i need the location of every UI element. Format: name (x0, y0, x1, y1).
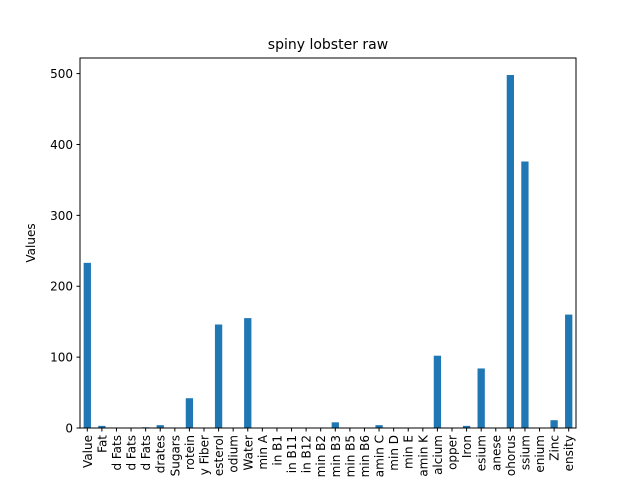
bar (550, 420, 558, 428)
x-axis: Value Fat d Fats d Fats d Fats drates Sugars ro… (81, 428, 576, 477)
x-tick-label: y Fiber (198, 435, 212, 475)
x-tick-label: Water (241, 435, 255, 471)
x-tick-label: Iron (460, 435, 474, 458)
x-tick-label: in B1 (270, 435, 284, 466)
bar (477, 368, 485, 428)
chart-title: spiny lobster raw (268, 37, 388, 53)
y-tick-label: 200 (50, 280, 73, 294)
bars-group (83, 75, 573, 429)
y-axis: 0 100 200 300 400 500 (50, 67, 80, 436)
x-tick-label: d Fats (139, 435, 153, 471)
x-tick-label: enium (533, 435, 547, 473)
x-tick-label: Fat (95, 435, 109, 453)
x-tick-label: ohorus (504, 435, 518, 476)
bar (83, 262, 91, 428)
x-tick-label: Value (81, 435, 95, 468)
bar (331, 422, 339, 428)
x-tick-label: min A (256, 434, 270, 469)
x-tick-label: rotein (183, 435, 197, 470)
y-tick-label: 0 (65, 422, 73, 436)
x-tick-label: ssium (518, 435, 532, 470)
y-tick-label: 100 (50, 351, 73, 365)
x-tick-label: in B11 (285, 435, 299, 473)
x-tick-label: odium (227, 435, 241, 473)
x-tick-label: esterol (212, 435, 226, 476)
bar (506, 75, 514, 428)
bar (462, 425, 471, 428)
x-tick-label: min E (402, 435, 416, 469)
x-tick-label: ensity (562, 435, 576, 471)
x-tick-label: opper (446, 435, 460, 470)
x-tick-label: d Fats (125, 435, 139, 471)
x-tick-label: min B6 (358, 435, 372, 477)
y-tick-label: 500 (50, 67, 73, 81)
bar (565, 314, 573, 428)
x-tick-label: esium (475, 435, 489, 471)
x-tick-label: d Fats (110, 435, 124, 471)
x-tick-label: min D (387, 435, 401, 471)
x-tick-label: Zinc (548, 435, 562, 461)
x-tick-label: amin K (416, 434, 430, 477)
bar (244, 318, 252, 428)
bar (433, 355, 442, 428)
bar (156, 425, 164, 428)
y-tick-label: 300 (50, 209, 73, 223)
x-tick-label: min B5 (343, 435, 357, 477)
x-tick-label: in B12 (300, 435, 314, 473)
bar (98, 425, 106, 428)
x-tick-label: drates (154, 435, 168, 473)
y-axis-label: Values (24, 223, 38, 262)
y-tick-label: 400 (50, 138, 73, 152)
x-tick-label: anese (489, 435, 503, 471)
x-tick-label: min B3 (329, 435, 343, 477)
bar (521, 161, 529, 429)
x-tick-label: Sugars (168, 435, 182, 476)
bar (185, 398, 194, 428)
x-tick-label: min B2 (314, 435, 328, 477)
bar (214, 324, 223, 428)
x-tick-label: amin C (373, 435, 387, 477)
plot-frame (79, 57, 577, 429)
bar (375, 425, 383, 428)
x-tick-label: alcium (431, 435, 445, 475)
